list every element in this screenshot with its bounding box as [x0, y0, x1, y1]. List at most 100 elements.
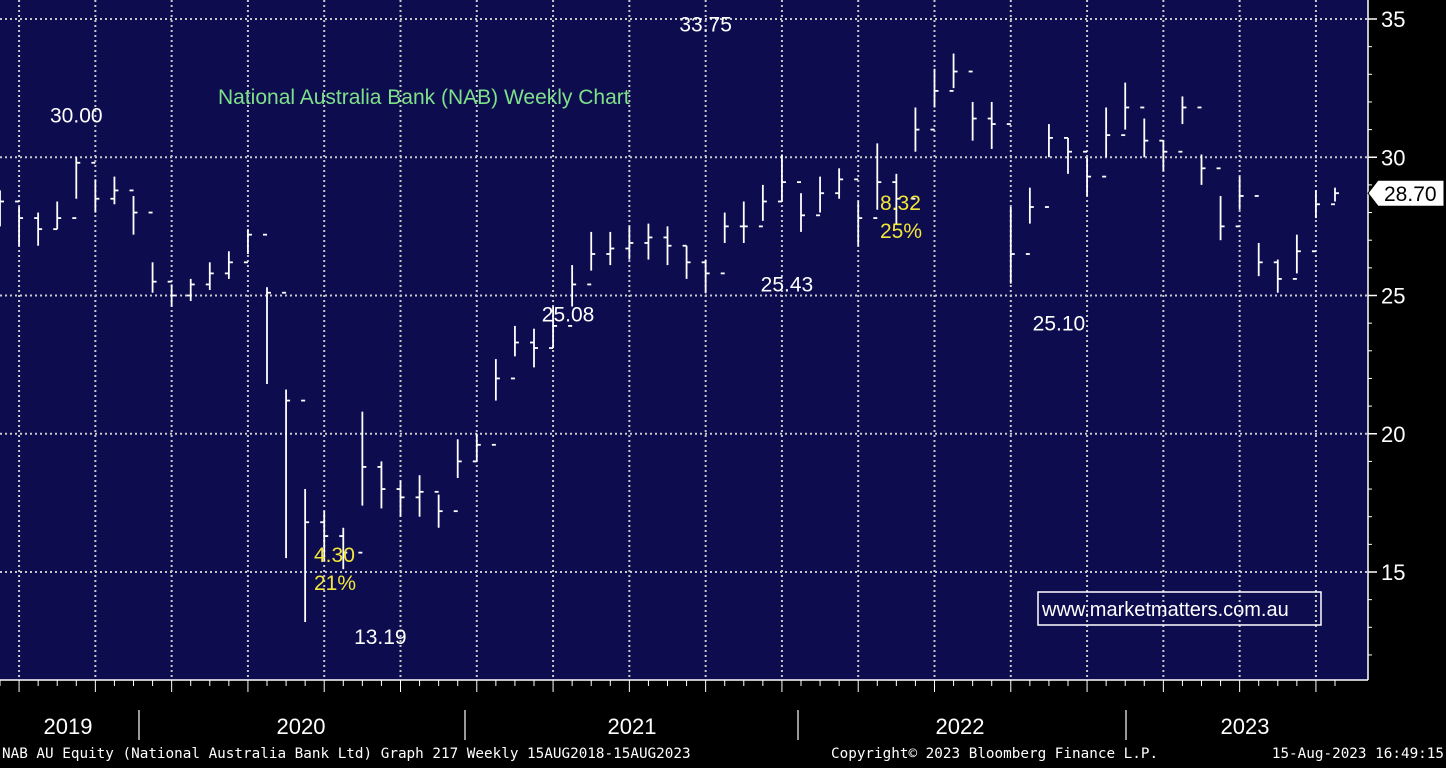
footer-timestamp: 15-Aug-2023 16:49:15: [1271, 746, 1444, 762]
ohlc-bar: [720, 212, 729, 275]
ohlc-bar: [167, 280, 176, 307]
x-year-label: 2019: [44, 714, 93, 739]
ohlc-bar: [1235, 176, 1244, 228]
ohlc-bar: [930, 68, 939, 131]
ohlc-bar: [15, 200, 24, 246]
ohlc-bar: [320, 511, 329, 561]
price-annotation: 25.08: [542, 303, 595, 326]
y-tick-label: 20: [1381, 422, 1405, 447]
ohlc-bar: [339, 527, 348, 570]
footer-copyright: Copyright© 2023 Bloomberg Finance L.P.: [831, 746, 1159, 762]
ohlc-bar: [1178, 96, 1187, 153]
axis-area: [1368, 0, 1446, 744]
ohlc-bar: [644, 223, 653, 260]
price-annotation: 30.00: [50, 104, 103, 127]
y-tick-label: 15: [1381, 560, 1405, 585]
ohlc-bar: [739, 201, 748, 243]
ohlc-bar: [110, 176, 119, 205]
ohlc-bar: [987, 101, 996, 149]
ohlc-bar: [777, 154, 786, 203]
price-annotation: 13.19: [354, 626, 407, 649]
move-change: 4.30: [314, 544, 355, 567]
ohlc-bar: [797, 181, 805, 232]
ohlc-bar: [1044, 124, 1053, 208]
y-tick-label: 35: [1381, 7, 1405, 32]
move-percent: 25%: [880, 220, 922, 243]
ohlc-bar: [377, 461, 386, 509]
ohlc-bar: [453, 439, 462, 513]
ohlc-series: [0, 53, 1339, 623]
ohlc-bar: [1292, 234, 1301, 280]
ohlc-bar: [1064, 136, 1072, 174]
price-annotation: 25.10: [1033, 313, 1086, 336]
ohlc-bar: [854, 178, 863, 246]
ohlc-bar: [701, 259, 710, 294]
price-annotation: 25.43: [761, 274, 814, 297]
plot-area: [0, 0, 1368, 680]
ohlc-bar: [625, 226, 634, 260]
ohlc-bar: [682, 244, 691, 279]
ohlc-bar: [758, 184, 767, 228]
ohlc-bar: [34, 212, 43, 246]
ohlc-bar: [129, 189, 138, 235]
annotations: National Australia Bank (NAB) Weekly Cha…: [50, 14, 1445, 649]
ohlc-bar: [243, 229, 252, 264]
ohlc-bar: [91, 161, 100, 213]
ohlc-bar: [491, 359, 500, 446]
ohlc-bar: [968, 70, 977, 141]
ohlc-bar: [1006, 123, 1015, 284]
ohlc-bar: [472, 433, 481, 463]
ohlc-bar: [205, 262, 214, 290]
move-change: 8.32: [880, 192, 921, 215]
ohlc-bar: [1140, 106, 1149, 158]
ohlc-bar: [1083, 150, 1092, 196]
ohlc-bar: [510, 325, 519, 380]
y-tick-label: 30: [1381, 145, 1405, 170]
y-tick-label: 25: [1381, 284, 1405, 309]
ohlc-bar: [873, 143, 882, 219]
ohlc-bar: [568, 265, 577, 327]
ohlc-bar: [224, 251, 233, 279]
ohlc-bar: [816, 176, 825, 217]
ohlc-bar: [1254, 195, 1263, 277]
move-percent: 21%: [314, 572, 356, 595]
ohlc-bar: [1273, 259, 1282, 293]
ohlc-bar: [949, 53, 958, 92]
x-year-label: 2023: [1221, 714, 1270, 739]
last-price-label: 28.70: [1384, 183, 1437, 206]
ohlc-bar: [1159, 139, 1168, 172]
ohlc-bar: [186, 278, 195, 302]
ohlc-bar: [663, 226, 672, 266]
ohlc-bar: [606, 231, 615, 266]
date-axis-area: [0, 680, 1368, 744]
ohlc-bar: [587, 231, 596, 286]
ohlc-bar: [263, 233, 271, 384]
ohlc-bar: [1311, 190, 1320, 253]
ohlc-bar: [1331, 187, 1339, 206]
ohlc-bar: [301, 399, 310, 623]
ohlc-bar: [1025, 187, 1034, 255]
last-price-tag: [1367, 179, 1445, 207]
x-year-label: 2020: [277, 714, 326, 739]
footer-security-info: NAB AU Equity (National Australia Bank L…: [2, 746, 691, 762]
ohlc-bar: [1102, 107, 1111, 178]
chart-title: National Australia Bank (NAB) Weekly Cha…: [218, 86, 630, 109]
watermark-box: [1037, 591, 1322, 626]
ohlc-bar: [911, 107, 920, 200]
axes: 15 20 25 30 35 2019 2020 2021 2022 2023: [0, 0, 1405, 740]
ohlc-bar: [434, 490, 443, 528]
ohlc-bar: [1197, 106, 1206, 185]
ohlc-bar: [53, 201, 62, 231]
ohlc-bar: [358, 411, 367, 554]
ohlc-bar: [835, 168, 844, 199]
ohlc-bar: [549, 306, 558, 349]
ohlc-bar: [1216, 167, 1225, 241]
ohlc-bar: [72, 157, 81, 219]
ohlc-bar: [415, 475, 424, 517]
price-annotation: 33.75: [679, 14, 732, 37]
watermark-text: www.marketmatters.com.au: [1041, 599, 1289, 621]
footer: NAB AU Equity (National Australia Bank L…: [0, 744, 1446, 768]
ohlc-bar: [396, 480, 405, 517]
ohlc-bar: [148, 211, 157, 293]
